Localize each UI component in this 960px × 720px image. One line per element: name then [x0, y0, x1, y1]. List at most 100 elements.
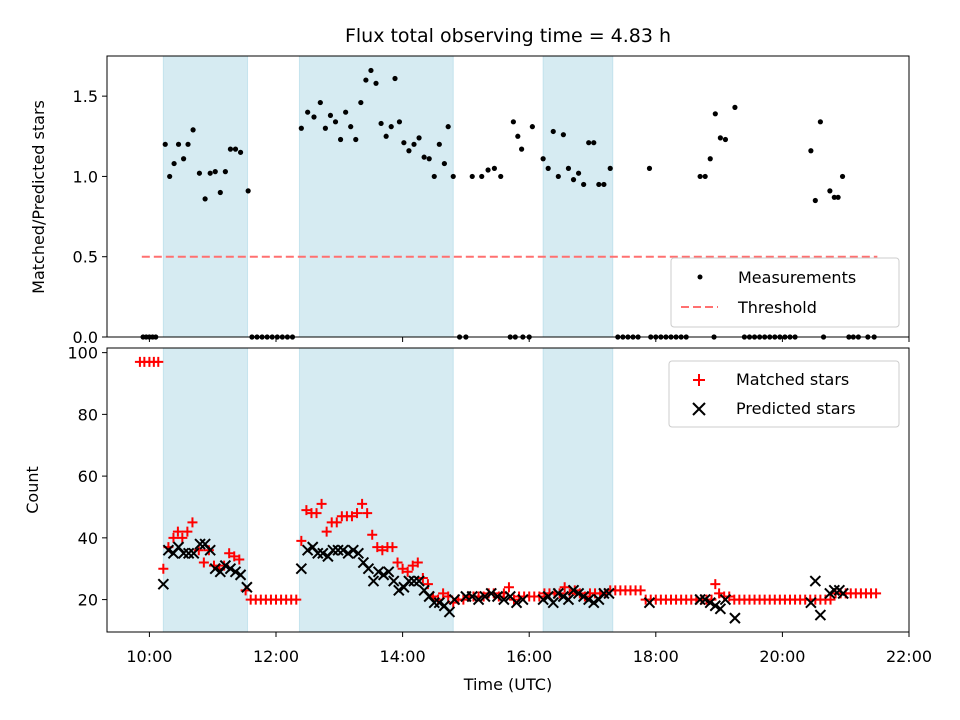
measurement-point [202, 196, 208, 202]
measurement-point [607, 165, 613, 171]
y-tick-label: 60 [78, 467, 98, 486]
x-tick-label: 16:00 [506, 647, 552, 666]
predicted-star-point [517, 593, 529, 606]
measurement-point [401, 140, 407, 146]
x-tick-label: 18:00 [633, 647, 679, 666]
legend-measurements-label: Measurements [738, 268, 856, 287]
legend-threshold-label: Threshold [737, 298, 817, 317]
predicted-star-point [312, 547, 324, 559]
matched-star-point [177, 532, 188, 543]
measurement-point [353, 136, 359, 143]
measurement-point [298, 125, 304, 131]
bottom-legend: Matched stars Predicted stars [668, 360, 900, 428]
measurement-point [707, 156, 713, 162]
matched-star-point [871, 588, 882, 599]
matched-star-point [158, 563, 169, 574]
predicted-star-point [433, 596, 446, 609]
predicted-star-point [428, 596, 440, 609]
measurement-point [167, 173, 173, 180]
predicted-star-point [603, 587, 615, 600]
y-tick-label: 1.5 [73, 87, 98, 106]
matched-star-point [168, 532, 179, 543]
matched-star-point [357, 498, 368, 509]
predicted-star-point [709, 600, 722, 612]
measurement-point [368, 67, 374, 74]
matched-star-point [412, 557, 423, 568]
measurement-point [712, 111, 718, 117]
predicted-star-point [224, 563, 237, 575]
x-tick-label: 14:00 [380, 647, 426, 666]
measurement-point [373, 80, 379, 86]
shaded-interval-1 [298, 55, 454, 338]
measurement-point [416, 135, 422, 141]
predicted-star-point [572, 587, 585, 600]
predicted-star-point [347, 544, 359, 556]
bottom-y-ticks: 20 40 60 80 100 [67, 344, 107, 610]
y-tick-label: 1.0 [73, 167, 98, 186]
measurement-point [839, 173, 846, 180]
measurement-point [222, 169, 228, 175]
predicted-star-point [234, 569, 247, 581]
shaded-interval-1 [298, 347, 454, 633]
predicted-star-point [729, 612, 741, 624]
measurement-point [550, 128, 556, 135]
predicted-star-point [537, 593, 549, 606]
bottom-x-ticks: 10:00 12:00 14:00 16:00 18:00 20:00 22:00 [126, 632, 932, 666]
matched-star-point [362, 508, 373, 519]
bottom-axes-frame [106, 347, 910, 633]
x-axis-label: Time (UTC) [463, 675, 552, 694]
measurement-point [227, 146, 234, 152]
measurement-point [322, 125, 328, 131]
predicted-star-point [510, 596, 523, 609]
predicted-star-point [498, 593, 510, 606]
measurement-point [445, 124, 451, 130]
y-tick-label: 100 [67, 344, 98, 363]
measurement-point [411, 141, 417, 147]
legend-matched-marker [693, 374, 705, 386]
predicted-star-point [382, 566, 395, 578]
measurement-point [717, 135, 723, 141]
measurement-point [207, 170, 213, 176]
measurement-point [515, 133, 521, 139]
predicted-star-point [809, 575, 822, 587]
predicted-star-point [337, 544, 349, 556]
shaded-interval-0 [162, 347, 249, 633]
predicted-star-point [466, 590, 478, 603]
measurement-point [812, 197, 818, 204]
matched-star-point [331, 517, 342, 528]
y-tick-label: 0.5 [73, 248, 98, 267]
predicted-star-point [219, 559, 232, 572]
measurement-point [237, 149, 244, 155]
measurement-point [570, 177, 577, 183]
measurement-point [180, 156, 187, 162]
measurement-point [305, 109, 311, 115]
predicted-star-point [448, 593, 461, 606]
measurement-point [196, 170, 203, 176]
measurement-point [343, 109, 349, 115]
predicted-star-point [552, 587, 565, 600]
predicted-star-point [403, 575, 415, 587]
measurement-point [732, 104, 738, 110]
predicted-star-point [182, 547, 195, 559]
measurement-point [436, 141, 442, 147]
measurement-point [348, 124, 354, 130]
measurement-point [431, 173, 437, 180]
measurement-point [560, 132, 566, 138]
predicted-star-point [408, 575, 420, 587]
measurement-point [469, 173, 475, 180]
measurement-point [697, 173, 703, 180]
predicted-star-point [317, 547, 329, 559]
predicted-stars-series [157, 538, 849, 624]
predicted-star-point [588, 596, 600, 609]
top-axes-frame [106, 55, 910, 338]
chart-title: Flux total observing time = 4.83 h [345, 25, 671, 47]
measurement-point [555, 173, 561, 180]
predicted-star-point [327, 544, 339, 556]
bottom-y-axis-label: Count [23, 466, 42, 514]
matched-star-point [198, 557, 209, 568]
measurement-point [421, 154, 427, 160]
measurement-point [540, 156, 546, 162]
predicted-star-point [241, 581, 253, 593]
matched-star-point [438, 588, 449, 599]
measurement-point [217, 189, 223, 196]
